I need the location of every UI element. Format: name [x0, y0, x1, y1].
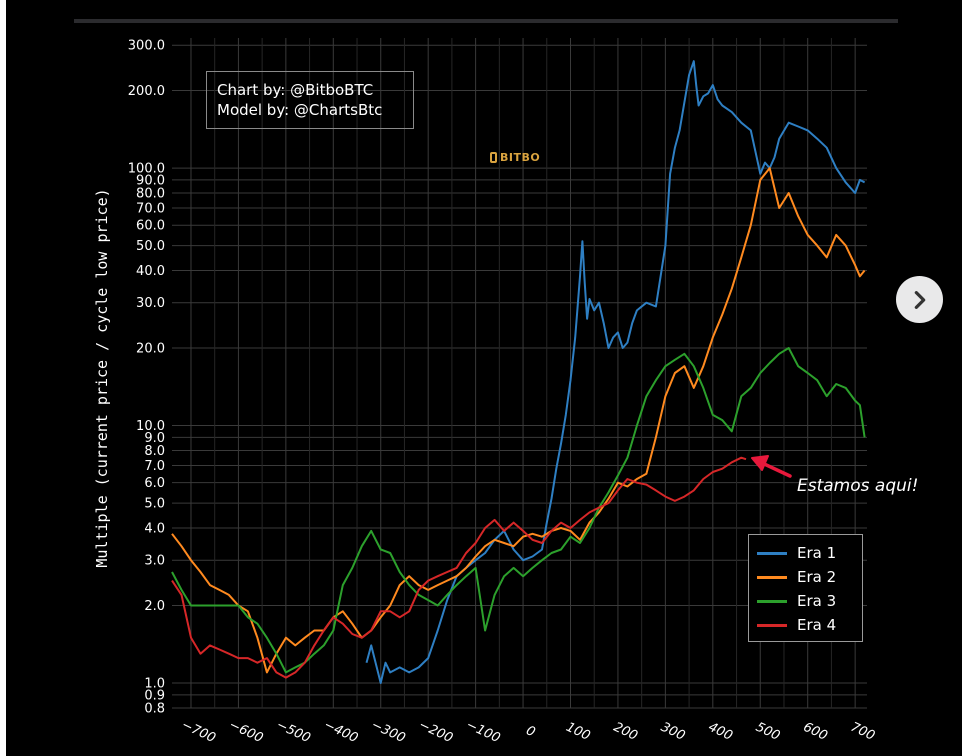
x-tick-label: 600: [801, 720, 830, 744]
legend-label: Era 1: [797, 544, 837, 562]
y-tick-label: 1.0: [144, 677, 165, 692]
x-tick-label: 500: [753, 720, 782, 744]
arrow-shaft: [760, 461, 792, 478]
y-tick-label: 60.0: [136, 219, 165, 234]
credits-box: Chart by: @BitboBTC Model by: @ChartsBtc: [206, 71, 414, 129]
bitbo-logo: BITBO: [490, 151, 540, 164]
y-tick-label: 90.0: [136, 173, 165, 188]
y-tick-label: 9.0: [144, 431, 165, 446]
legend-swatch: [757, 599, 787, 603]
legend: Era 1 Era 2 Era 3 Era 4: [748, 534, 863, 642]
series-line-era-1: [365, 60, 866, 684]
series-line-era-3: [171, 347, 866, 674]
y-tick-label: 2.0: [144, 599, 165, 614]
left-edge-strip: [0, 0, 6, 756]
x-tick-label: 0: [524, 723, 538, 740]
grid-layer: [172, 38, 867, 709]
x-tick-label: 400: [706, 720, 735, 744]
legend-label: Era 3: [797, 592, 837, 610]
y-tick-label: 40.0: [136, 264, 165, 279]
y-tick-label: 7.0: [144, 459, 165, 474]
y-tick-label: 5.0: [144, 497, 165, 512]
y-tick-label: 8.0: [144, 444, 165, 459]
y-tick-label: 80.0: [136, 187, 165, 202]
next-button[interactable]: [896, 276, 943, 323]
legend-swatch: [757, 623, 787, 627]
x-tick-label: 200: [611, 720, 640, 744]
annotation-arrow: [751, 455, 792, 478]
legend-item: Era 3: [757, 589, 854, 613]
y-axis-label: Multiple (current price / cycle low pric…: [93, 188, 111, 567]
y-tick-label: 6.0: [144, 476, 165, 491]
y-tick-label: 30.0: [136, 296, 165, 311]
x-tick-label: 700: [848, 720, 877, 744]
series-line-era-2: [171, 167, 866, 674]
x-tick-label: −500: [274, 717, 313, 746]
x-tick-label: −600: [227, 717, 266, 746]
logo-text: BITBO: [500, 151, 541, 164]
y-tick-label: 300.0: [128, 39, 165, 54]
legend-label: Era 4: [797, 616, 837, 634]
legend-swatch: [757, 575, 787, 579]
series-line-era-4: [171, 456, 747, 679]
y-tick-label: 3.0: [144, 554, 165, 569]
y-tick-label: 100.0: [128, 162, 165, 177]
y-tick-label: 10.0: [136, 419, 165, 434]
arrow-head: [751, 455, 769, 471]
x-tick-label: −100: [464, 717, 503, 746]
chart-credit: Chart by: @BitboBTC: [217, 81, 374, 99]
legend-item: Era 2: [757, 565, 854, 589]
bitbo-logo-icon: [490, 152, 497, 163]
legend-item: Era 1: [757, 541, 854, 565]
x-tick-label: −200: [416, 717, 455, 746]
y-tick-label: 200.0: [128, 84, 165, 99]
model-credit: Model by: @ChartsBtc: [217, 101, 383, 119]
chevron-right-icon: [914, 290, 925, 309]
top-bar: [74, 19, 898, 23]
legend-label: Era 2: [797, 568, 837, 586]
y-tick-label: 50.0: [136, 239, 165, 254]
y-tick-label: 20.0: [136, 342, 165, 357]
y-tick-label: 4.0: [144, 522, 165, 537]
x-tick-label: −300: [369, 717, 408, 746]
y-tick-label: 70.0: [136, 201, 165, 216]
legend-item: Era 4: [757, 613, 854, 637]
y-tick-label: 0.8: [144, 702, 165, 717]
x-tick-label: 300: [658, 720, 687, 744]
x-tick-label: −400: [321, 717, 360, 746]
legend-swatch: [757, 551, 787, 555]
annotation-text: Estamos aqui!: [797, 476, 919, 496]
x-tick-label: −700: [179, 717, 218, 746]
series-layer: [171, 60, 866, 684]
y-tick-label: 0.9: [144, 688, 165, 703]
x-tick-label: 100: [564, 720, 593, 744]
